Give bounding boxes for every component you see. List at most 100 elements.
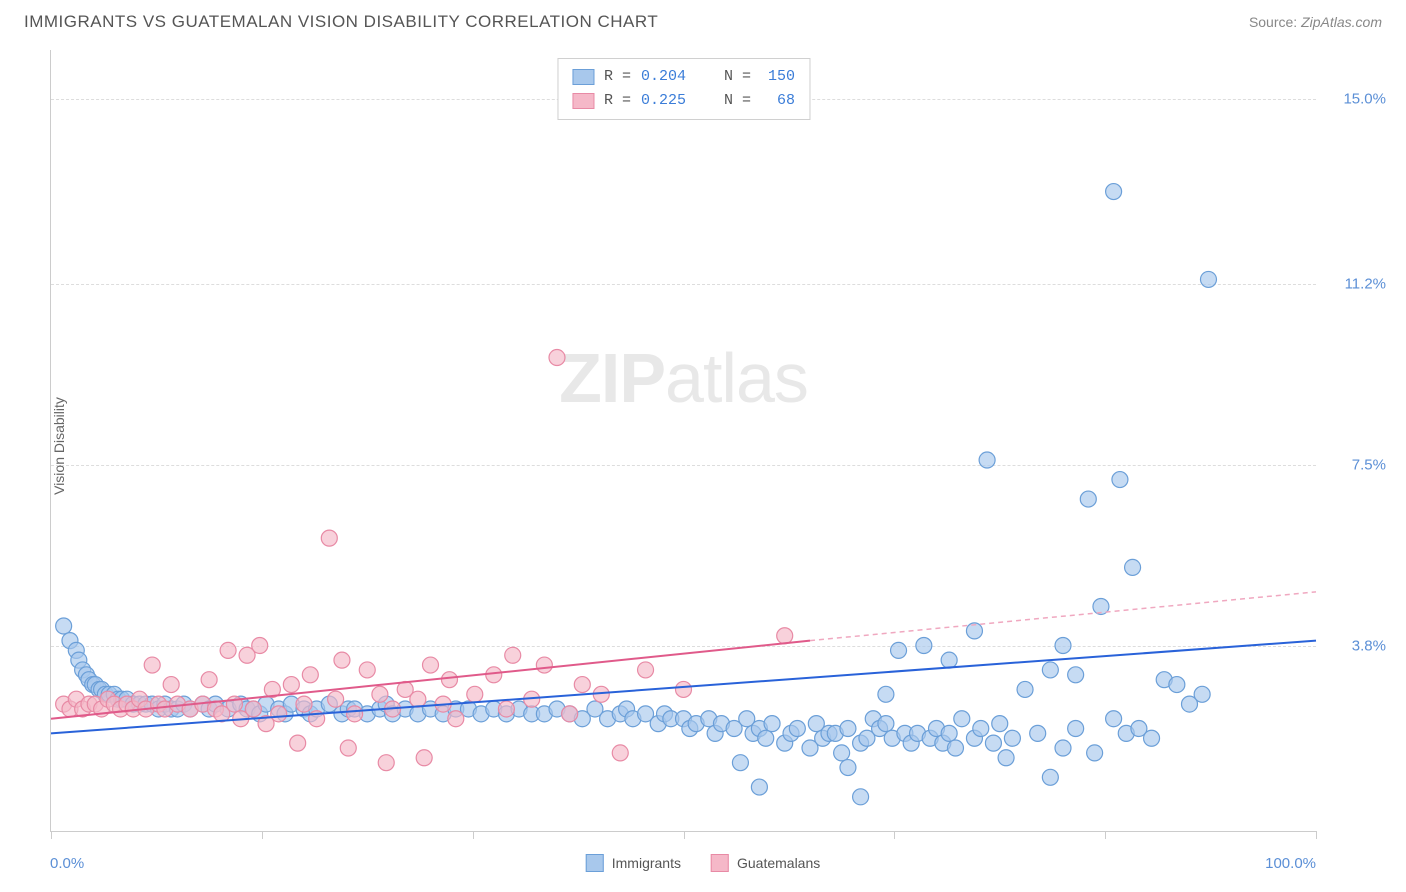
x-tick xyxy=(894,831,895,839)
data-point xyxy=(1055,638,1071,654)
data-point xyxy=(954,711,970,727)
data-point xyxy=(840,720,856,736)
data-point xyxy=(891,642,907,658)
data-point xyxy=(290,735,306,751)
legend-swatch xyxy=(586,854,604,872)
data-point xyxy=(947,740,963,756)
data-point xyxy=(1200,271,1216,287)
correlation-legend-row: R = 0.204 N = 150 xyxy=(572,65,795,89)
data-point xyxy=(1169,677,1185,693)
source-label: Source: xyxy=(1249,14,1297,30)
chart-plot-area: ZIPatlas R = 0.204 N = 150 R = 0.225 N =… xyxy=(50,50,1316,832)
data-point xyxy=(941,652,957,668)
r-label: R = xyxy=(604,65,631,89)
data-point xyxy=(1080,491,1096,507)
r-value: 0.204 xyxy=(641,65,686,89)
data-point xyxy=(834,745,850,761)
y-tick-label: 11.2% xyxy=(1345,276,1386,293)
data-point xyxy=(347,706,363,722)
legend-swatch xyxy=(572,93,594,109)
data-point xyxy=(992,716,1008,732)
y-tick-label: 15.0% xyxy=(1343,90,1386,107)
data-point xyxy=(574,677,590,693)
x-tick xyxy=(1105,831,1106,839)
n-label: N = xyxy=(724,89,751,113)
data-point xyxy=(486,667,502,683)
legend-swatch xyxy=(572,69,594,85)
data-point xyxy=(1055,740,1071,756)
series-legend: Immigrants Guatemalans xyxy=(586,854,821,872)
legend-label: Immigrants xyxy=(612,855,681,871)
data-point xyxy=(1144,730,1160,746)
data-point xyxy=(1042,769,1058,785)
r-label: R = xyxy=(604,89,631,113)
data-point xyxy=(144,657,160,673)
data-point xyxy=(1112,472,1128,488)
data-point xyxy=(1087,745,1103,761)
data-point xyxy=(758,730,774,746)
data-point xyxy=(334,652,350,668)
legend-label: Guatemalans xyxy=(737,855,820,871)
data-point xyxy=(1068,667,1084,683)
data-point xyxy=(245,701,261,717)
data-point xyxy=(252,638,268,654)
data-point xyxy=(1194,686,1210,702)
chart-title: IMMIGRANTS VS GUATEMALAN VISION DISABILI… xyxy=(24,12,658,32)
x-tick xyxy=(262,831,263,839)
data-point xyxy=(378,755,394,771)
x-tick xyxy=(473,831,474,839)
data-point xyxy=(416,750,432,766)
r-value: 0.225 xyxy=(641,89,686,113)
data-point xyxy=(549,350,565,366)
data-point xyxy=(448,711,464,727)
data-point xyxy=(283,677,299,693)
data-point xyxy=(220,642,236,658)
data-point xyxy=(302,667,318,683)
data-point xyxy=(328,691,344,707)
data-point xyxy=(853,789,869,805)
data-point xyxy=(1106,184,1122,200)
n-value: 150 xyxy=(761,65,795,89)
x-max-label: 100.0% xyxy=(1265,855,1316,872)
x-tick xyxy=(684,831,685,839)
data-point xyxy=(751,779,767,795)
legend-item: Guatemalans xyxy=(711,854,820,872)
source-value: ZipAtlas.com xyxy=(1301,14,1382,30)
data-point xyxy=(916,638,932,654)
chart-header: IMMIGRANTS VS GUATEMALAN VISION DISABILI… xyxy=(0,0,1406,40)
data-point xyxy=(505,647,521,663)
data-point xyxy=(941,725,957,741)
x-min-label: 0.0% xyxy=(50,855,84,872)
data-point xyxy=(1106,711,1122,727)
data-point xyxy=(410,691,426,707)
data-point xyxy=(985,735,1001,751)
correlation-legend: R = 0.204 N = 150 R = 0.225 N = 68 xyxy=(557,58,810,120)
data-point xyxy=(612,745,628,761)
correlation-legend-row: R = 0.225 N = 68 xyxy=(572,89,795,113)
data-point xyxy=(359,662,375,678)
data-point xyxy=(562,706,578,722)
data-point xyxy=(789,720,805,736)
data-point xyxy=(777,628,793,644)
data-point xyxy=(467,686,483,702)
data-point xyxy=(979,452,995,468)
data-point xyxy=(732,755,748,771)
source-attribution: Source: ZipAtlas.com xyxy=(1249,14,1382,30)
data-point xyxy=(1042,662,1058,678)
data-point xyxy=(1030,725,1046,741)
x-tick xyxy=(1316,831,1317,839)
y-tick-label: 3.8% xyxy=(1352,637,1386,654)
data-point xyxy=(878,686,894,702)
scatter-svg xyxy=(51,50,1316,831)
data-point xyxy=(201,672,217,688)
data-point xyxy=(536,657,552,673)
data-point xyxy=(340,740,356,756)
n-value: 68 xyxy=(761,89,795,113)
data-point xyxy=(56,618,72,634)
data-point xyxy=(441,672,457,688)
data-point xyxy=(840,760,856,776)
data-point xyxy=(1017,681,1033,697)
n-label: N = xyxy=(724,65,751,89)
data-point xyxy=(498,701,514,717)
data-point xyxy=(321,530,337,546)
